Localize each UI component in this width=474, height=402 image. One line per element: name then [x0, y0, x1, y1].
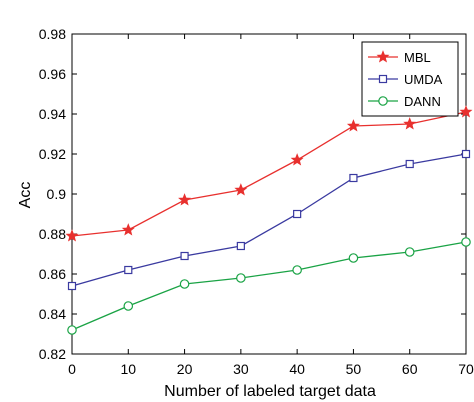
data-point-mbl — [346, 119, 360, 132]
x-tick-label: 20 — [177, 361, 193, 377]
data-point-umda — [124, 265, 133, 275]
x-axis-label: Number of labeled target data — [164, 383, 376, 400]
series-dann — [67, 237, 471, 335]
data-point-umda — [405, 159, 414, 169]
series-line-umda — [71, 153, 467, 287]
x-tick-label: 70 — [458, 361, 474, 377]
data-point-umda — [67, 281, 77, 291]
y-tick-label: 0.9 — [47, 186, 67, 202]
data-point-mbl — [234, 183, 248, 196]
legend-marker-dann — [378, 96, 388, 106]
data-point-dann — [292, 265, 302, 275]
series-umda — [67, 149, 471, 291]
axes: 0 10 20 30 40 50 60 70 0.82 0.84 0.86 0.88 0.9 0.92 0.… — [39, 26, 474, 377]
series-mbl — [65, 105, 473, 242]
data-point-umda — [236, 241, 245, 251]
y-tick-label: 0.92 — [39, 146, 66, 162]
y-axis-label: Acc — [17, 182, 34, 209]
legend-marker-umda — [378, 74, 388, 84]
data-point-dann — [348, 253, 359, 263]
y-tick-label: 0.82 — [39, 346, 66, 362]
x-tick-label: 60 — [402, 361, 418, 377]
data-point-mbl — [121, 223, 135, 236]
y-tick-label: 0.98 — [39, 26, 66, 42]
data-point-dann — [123, 301, 134, 311]
data-point-umda — [180, 251, 189, 261]
y-tick-label: 0.88 — [39, 226, 66, 242]
y-tick-label: 0.94 — [39, 106, 66, 122]
data-point-umda — [461, 149, 471, 159]
x-tick-label: 50 — [346, 361, 362, 377]
data-point-dann — [404, 247, 415, 257]
x-tick-label: 30 — [233, 361, 249, 377]
data-point-mbl — [65, 229, 79, 242]
legend-label-umda: UMDA — [404, 72, 443, 87]
legend: MBL UMDA DANN — [361, 41, 459, 117]
y-tick-label: 0.96 — [39, 66, 66, 82]
data-point-dann — [236, 273, 246, 283]
data-point-dann — [67, 325, 77, 335]
data-point-mbl — [403, 117, 417, 130]
x-tick-label: 0 — [68, 361, 76, 377]
data-point-umda — [293, 209, 302, 219]
y-tick-label: 0.86 — [39, 266, 66, 282]
legend-label-mbl: MBL — [404, 50, 431, 65]
legend-box — [361, 41, 459, 117]
series-lines — [65, 105, 473, 335]
x-tick-label: 40 — [289, 361, 305, 377]
y-tick-label: 0.84 — [39, 306, 66, 322]
x-tick-label: 10 — [120, 361, 136, 377]
legend-label-dann: DANN — [404, 94, 441, 109]
data-point-dann — [179, 279, 190, 289]
data-point-mbl — [178, 193, 192, 206]
series-line-dann — [71, 241, 467, 331]
data-point-mbl — [459, 105, 473, 118]
data-point-dann — [461, 237, 471, 247]
legend-marker-mbl — [376, 50, 390, 63]
series-line-mbl — [71, 111, 467, 237]
data-point-mbl — [290, 153, 304, 166]
data-point-umda — [349, 173, 358, 183]
